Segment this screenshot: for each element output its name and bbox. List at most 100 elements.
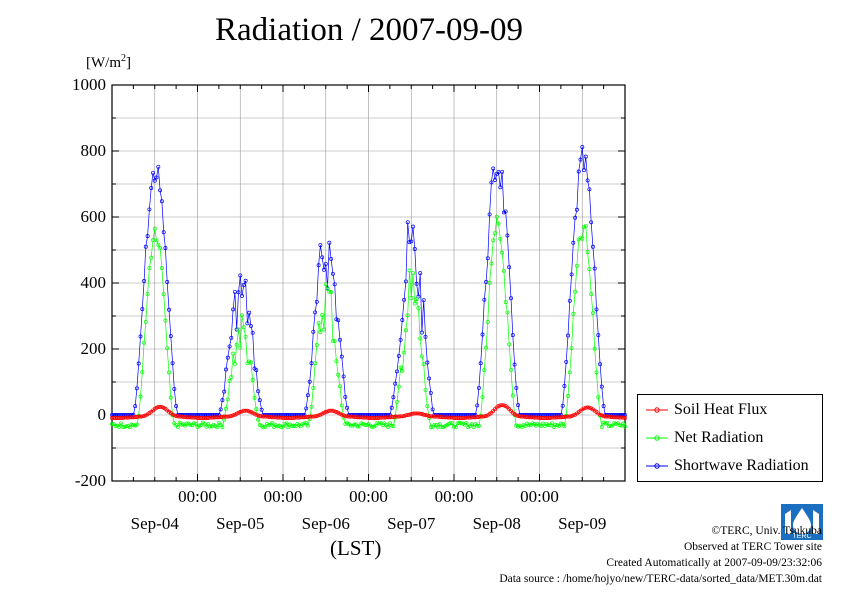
data-point-shortwave-radiation	[236, 290, 241, 295]
data-point-net-radiation	[165, 346, 170, 351]
data-point-net-radiation	[402, 350, 407, 355]
data-point-net-radiation	[232, 361, 237, 366]
data-point-net-radiation	[457, 420, 462, 425]
data-point-net-radiation	[500, 250, 505, 255]
data-point-shortwave-radiation	[151, 170, 155, 175]
data-point-shortwave-radiation	[395, 369, 399, 374]
data-point-shortwave-radiation	[402, 297, 407, 302]
data-point-net-radiation	[359, 421, 364, 426]
data-point-net-radiation	[585, 250, 590, 254]
data-point-shortwave-radiation	[220, 398, 225, 403]
data-point-net-radiation	[188, 422, 193, 427]
data-point-shortwave-radiation	[421, 298, 426, 303]
data-point-soil-heat-flux	[177, 414, 182, 419]
data-point-soil-heat-flux	[448, 415, 453, 420]
data-point-soil-heat-flux	[117, 416, 122, 420]
data-point-net-radiation	[286, 425, 291, 430]
data-point-soil-heat-flux	[158, 404, 163, 409]
data-point-soil-heat-flux	[311, 414, 316, 419]
data-point-soil-heat-flux	[598, 412, 603, 417]
credit-source: Data source : /home/hojyo/new/TERC-data/…	[499, 573, 822, 585]
data-point-net-radiation	[610, 423, 615, 428]
data-point-soil-heat-flux	[501, 403, 506, 408]
data-point-soil-heat-flux	[571, 413, 576, 418]
data-point-soil-heat-flux	[307, 414, 312, 419]
data-point-shortwave-radiation	[585, 178, 590, 183]
data-point-soil-heat-flux	[535, 415, 540, 420]
data-point-soil-heat-flux	[272, 415, 277, 420]
data-point-soil-heat-flux	[544, 416, 549, 420]
data-point-net-radiation	[403, 328, 408, 333]
data-point-soil-heat-flux	[238, 410, 243, 414]
data-point-shortwave-radiation	[159, 199, 164, 204]
data-point-net-radiation	[236, 327, 241, 332]
svg-text:TERC: TERC	[792, 533, 811, 540]
data-point-shortwave-radiation	[309, 361, 314, 366]
data-point-soil-heat-flux	[555, 415, 560, 420]
data-point-soil-heat-flux	[127, 415, 132, 420]
data-point-soil-heat-flux	[240, 409, 244, 414]
data-point-net-radiation	[243, 334, 248, 339]
data-point-soil-heat-flux	[355, 415, 360, 420]
data-point-shortwave-radiation	[362, 413, 367, 417]
data-point-shortwave-radiation	[416, 294, 421, 299]
data-point-soil-heat-flux	[457, 416, 462, 420]
y-tick-label: 600	[80, 207, 107, 226]
grid-lines	[112, 85, 625, 481]
data-point-shortwave-radiation	[329, 256, 334, 261]
data-point-net-radiation	[140, 370, 145, 375]
data-point-net-radiation	[261, 425, 266, 430]
data-point-net-radiation	[127, 425, 132, 430]
data-point-shortwave-radiation	[145, 234, 150, 239]
data-point-shortwave-radiation	[493, 178, 497, 182]
data-point-shortwave-radiation	[414, 281, 419, 286]
data-point-soil-heat-flux	[599, 413, 604, 418]
data-point-net-radiation	[322, 327, 326, 332]
data-point-net-radiation	[448, 420, 453, 425]
data-point-net-radiation	[161, 292, 166, 297]
data-point-net-radiation	[509, 367, 513, 372]
data-point-shortwave-radiation	[138, 334, 143, 339]
data-point-shortwave-radiation	[507, 265, 512, 270]
data-point-net-radiation	[327, 289, 332, 294]
data-point-soil-heat-flux	[193, 415, 198, 420]
data-point-shortwave-radiation	[500, 169, 505, 174]
data-point-net-radiation	[252, 395, 257, 400]
data-point-shortwave-radiation	[391, 395, 396, 400]
data-point-soil-heat-flux	[289, 416, 294, 420]
data-point-net-radiation	[275, 424, 280, 429]
data-point-soil-heat-flux	[243, 408, 248, 413]
data-point-soil-heat-flux	[288, 416, 293, 420]
data-point-net-radiation	[546, 423, 551, 428]
data-point-net-radiation	[400, 368, 405, 373]
data-point-soil-heat-flux	[305, 415, 310, 419]
data-point-soil-heat-flux	[548, 416, 553, 420]
data-point-net-radiation	[567, 370, 572, 375]
data-point-net-radiation	[566, 393, 570, 398]
data-point-net-radiation	[316, 320, 321, 325]
data-point-shortwave-radiation	[509, 296, 513, 301]
data-point-shortwave-radiation	[574, 207, 579, 212]
data-point-net-radiation	[202, 422, 207, 427]
y-unit-label: [W/m2]	[86, 53, 131, 71]
y-tick-label: 800	[80, 141, 107, 160]
data-point-shortwave-radiation	[491, 166, 496, 171]
data-point-net-radiation	[154, 238, 159, 243]
data-point-soil-heat-flux	[263, 414, 268, 419]
data-point-net-radiation	[131, 423, 136, 428]
data-point-net-radiation	[459, 421, 464, 426]
data-point-net-radiation	[558, 421, 563, 426]
x-day-label: Sep-09	[558, 514, 607, 533]
data-point-soil-heat-flux	[343, 414, 348, 418]
data-point-shortwave-radiation	[231, 307, 236, 312]
data-point-net-radiation	[419, 354, 424, 359]
data-point-net-radiation	[231, 351, 236, 356]
x-day-label: Sep-04	[130, 514, 179, 533]
data-point-net-radiation	[574, 263, 579, 268]
data-point-soil-heat-flux	[159, 405, 164, 410]
data-point-soil-heat-flux	[407, 412, 412, 417]
data-point-soil-heat-flux	[129, 415, 134, 420]
data-point-soil-heat-flux	[476, 415, 481, 419]
data-point-net-radiation	[279, 425, 284, 430]
